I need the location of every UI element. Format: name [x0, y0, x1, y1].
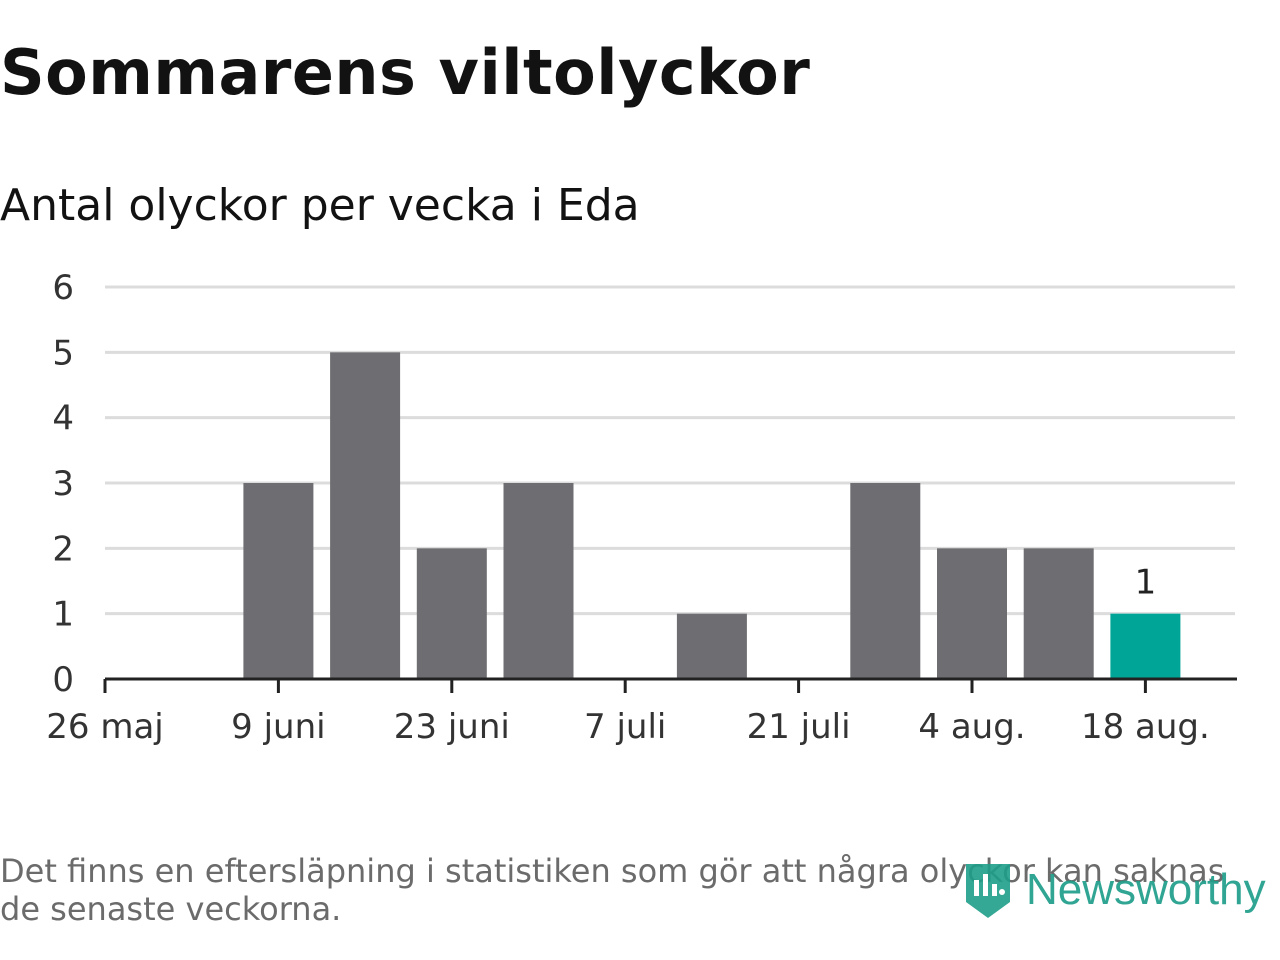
bar-16-juni — [330, 352, 401, 679]
bar-11-aug- — [1023, 548, 1094, 679]
x-tick-label: 18 aug. — [1081, 707, 1210, 747]
y-tick-label: 6 — [52, 268, 74, 308]
chart-title: Sommarens viltolyckor — [0, 36, 811, 109]
x-tick-label: 4 aug. — [918, 707, 1025, 747]
x-tick-label: 7 juli — [584, 707, 666, 747]
x-tick-label: 26 maj — [46, 707, 163, 747]
footnote: Det finns en eftersläpning i statistiken… — [0, 852, 1225, 928]
y-tick-label: 1 — [52, 595, 74, 635]
bar-9-juni — [243, 483, 314, 679]
x-tick-label: 21 juli — [747, 707, 851, 747]
y-tick-label: 5 — [52, 333, 74, 373]
newsworthy-logo: Newsworthy — [962, 858, 1266, 922]
bar-18-aug- — [1110, 613, 1181, 679]
y-tick-label: 4 — [52, 399, 74, 439]
bar-28-juli — [850, 483, 921, 679]
x-tick-label: 23 juni — [394, 707, 510, 747]
newsworthy-logo-icon — [966, 864, 1010, 918]
bar-23-juni — [416, 548, 487, 679]
y-tick-label: 0 — [52, 660, 74, 700]
y-tick-label: 3 — [52, 464, 74, 504]
bar-4-aug- — [937, 548, 1007, 679]
bar-chart: 0 1 2 3 4 5 6 26 maj 9 juni 23 juni 7 juli 21 juli 4… — [46, 268, 1237, 747]
bar-30-juni — [503, 483, 574, 679]
y-tick-label: 2 — [52, 529, 74, 569]
data-label: 1 — [1135, 563, 1157, 603]
x-tick-label: 9 juni — [231, 707, 325, 747]
chart-subtitle: Antal olyckor per vecka i Eda — [0, 180, 640, 231]
logo-text: Newsworthy — [1026, 865, 1266, 914]
bar-14-juli — [676, 613, 747, 679]
